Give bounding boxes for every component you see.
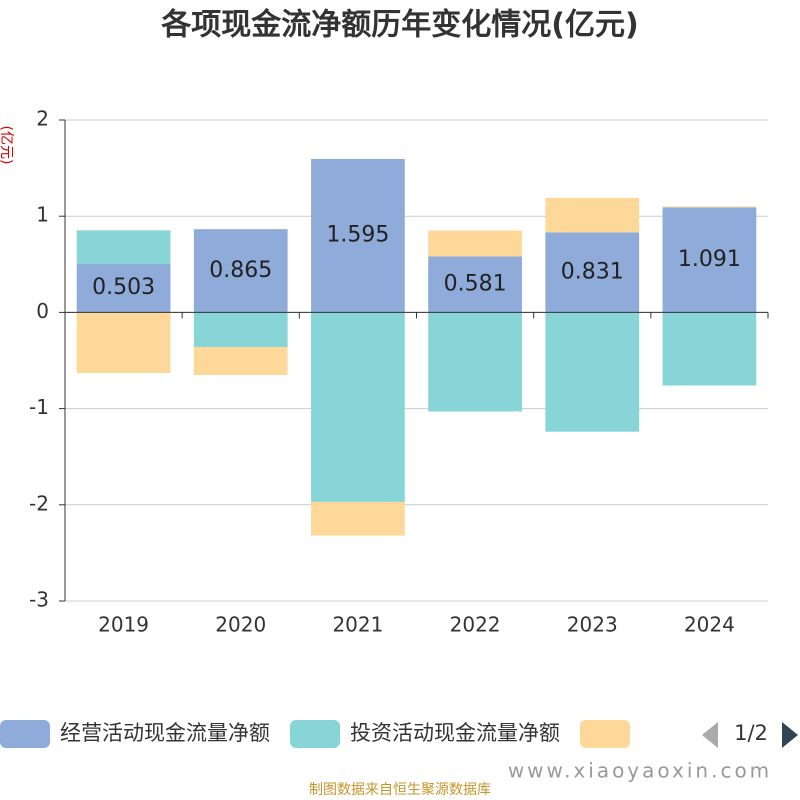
legend-page: 1/2 bbox=[734, 721, 768, 745]
legend-swatch bbox=[580, 720, 630, 748]
bar bbox=[193, 312, 288, 348]
bar bbox=[311, 501, 405, 536]
y-tick-label: 1 bbox=[36, 203, 49, 227]
data-label: 0.503 bbox=[92, 275, 155, 300]
data-label: 0.831 bbox=[561, 259, 624, 284]
bar bbox=[428, 312, 522, 412]
x-tick-label: 2022 bbox=[450, 613, 501, 637]
bar bbox=[662, 206, 757, 208]
y-tick-label: -2 bbox=[29, 491, 49, 515]
data-label: 0.865 bbox=[209, 258, 272, 283]
data-label: 0.581 bbox=[444, 271, 507, 296]
chart-title: 各项现金流净额历年变化情况(亿元) bbox=[160, 8, 638, 43]
bar bbox=[428, 256, 522, 313]
bar bbox=[193, 347, 288, 375]
legend-swatch bbox=[290, 720, 340, 748]
legend-next[interactable] bbox=[782, 722, 798, 748]
legend-label: 投资活动现金流量净额 bbox=[350, 721, 560, 745]
data-label: 1.091 bbox=[678, 247, 741, 272]
legend-mask bbox=[682, 712, 800, 756]
y-axis-label: (亿元) bbox=[0, 126, 14, 165]
y-tick-label: 2 bbox=[36, 107, 49, 131]
bar bbox=[545, 197, 640, 233]
y-tick-label: -1 bbox=[29, 395, 49, 419]
bar bbox=[193, 229, 288, 313]
x-tick-label: 2024 bbox=[684, 613, 735, 637]
x-tick-label: 2019 bbox=[98, 613, 149, 637]
bar bbox=[76, 264, 171, 313]
watermark: www.xiaoyaoxin.com bbox=[508, 759, 772, 783]
data-label: 1.595 bbox=[326, 223, 389, 248]
x-tick-label: 2020 bbox=[215, 613, 266, 637]
source: 制图数据来自恒生聚源数据库 bbox=[309, 782, 491, 798]
legend-swatch bbox=[0, 720, 50, 748]
bar bbox=[662, 312, 757, 386]
bar bbox=[545, 312, 640, 432]
x-tick-label: 2023 bbox=[567, 613, 618, 637]
bar bbox=[311, 158, 405, 313]
x-tick-label: 2021 bbox=[332, 613, 383, 637]
bar bbox=[76, 312, 171, 374]
legend-prev[interactable] bbox=[702, 722, 718, 748]
y-tick-label: 0 bbox=[36, 299, 49, 323]
bar bbox=[662, 207, 757, 313]
bar bbox=[545, 232, 640, 313]
bar bbox=[311, 312, 405, 502]
bar bbox=[76, 230, 171, 265]
legend-label: 经营活动现金流量净额 bbox=[60, 721, 270, 745]
y-tick-label: -3 bbox=[29, 588, 49, 612]
bar bbox=[428, 230, 522, 257]
